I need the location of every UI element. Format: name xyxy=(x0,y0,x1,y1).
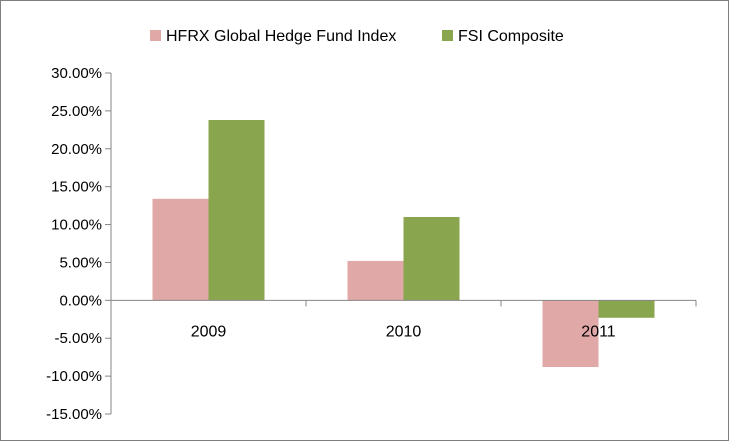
bar-hfrx-2011 xyxy=(542,300,599,368)
y-tick-label: 30.00% xyxy=(51,65,102,82)
y-tick-label: 25.00% xyxy=(51,103,102,120)
y-tick-label: 10.00% xyxy=(51,217,102,234)
x-category-label: 2011 xyxy=(581,323,616,340)
y-tick-label: -5.00% xyxy=(54,330,102,347)
legend-label-fsi: FSI Composite xyxy=(458,28,564,45)
bars xyxy=(152,119,655,368)
x-category-label: 2009 xyxy=(191,323,227,340)
bar-hfrx-2009 xyxy=(152,198,209,301)
legend-label-hfrx: HFRX Global Hedge Fund Index xyxy=(166,28,396,45)
y-tick-label: -10.00% xyxy=(46,368,102,385)
bar-fsi-2009 xyxy=(208,119,265,301)
bar-fsi-2010 xyxy=(403,216,460,301)
legend-swatch-hfrx xyxy=(150,30,161,41)
bar-fsi-2011 xyxy=(598,300,655,318)
legend: HFRX Global Hedge Fund Index FSI Composi… xyxy=(150,28,564,45)
legend-swatch-fsi xyxy=(442,30,453,41)
x-category-label: 2010 xyxy=(386,323,422,340)
y-tick-label: 0.00% xyxy=(59,292,102,309)
y-tick-label: 15.00% xyxy=(51,179,102,196)
y-tick-label: -15.00% xyxy=(46,406,102,423)
y-axis: 30.00% 25.00% 20.00% 15.00% 10.00% 5.00% 0.00%… xyxy=(46,65,112,423)
y-tick-label: 20.00% xyxy=(51,141,102,158)
bar-hfrx-2010 xyxy=(347,260,404,301)
y-tick-label: 5.00% xyxy=(59,254,102,271)
x-axis: 2009 2010 2011 xyxy=(110,299,697,340)
